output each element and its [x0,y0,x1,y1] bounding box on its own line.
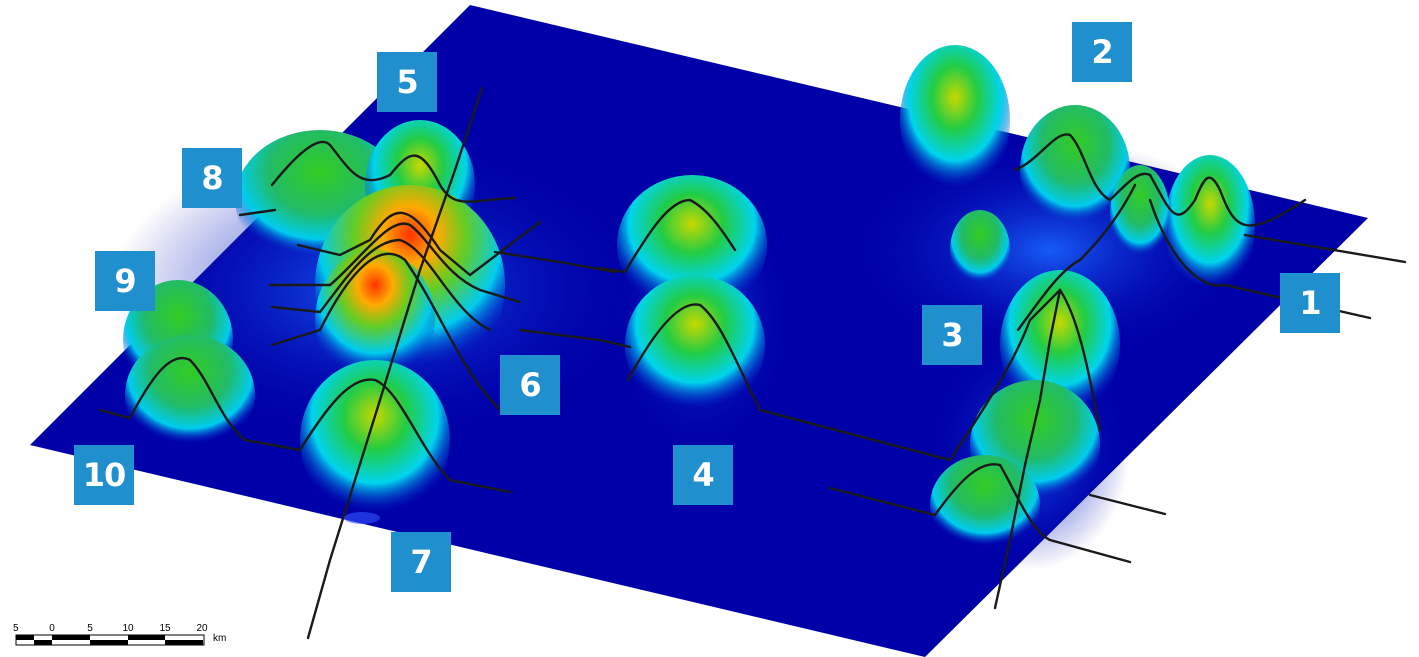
cluster-label-3: 3 [922,305,982,365]
peak-cluster-6 [315,185,505,390]
scale-unit-label: km [213,633,226,644]
cluster-label-8: 8 [182,148,242,208]
cluster-label-5: 5 [377,52,437,112]
scale-tick-label: 10 [122,623,134,634]
peak-cluster-3 [950,210,1010,290]
peak-cluster-2 [900,45,1130,235]
cluster-label-10: 10 [74,445,134,505]
peak-cluster-10 [125,335,255,455]
cluster-label-7: 7 [391,532,451,592]
cluster-label-6: 6 [500,355,560,415]
cluster-label-1: 1 [1280,273,1340,333]
scale-bar: 5 0 5 10 15 20 km [13,623,226,646]
scale-tick-label: 5 [13,623,19,634]
scale-tick-label: 20 [196,623,208,634]
peak-cluster-7 [300,360,450,520]
scale-tick-label: 0 [49,623,55,634]
cluster-label-4: 4 [673,445,733,505]
peak-cluster-1 [1110,155,1255,295]
scale-tick-label: 5 [87,623,93,634]
cluster-label-9: 9 [95,251,155,311]
scale-tick-label: 15 [159,623,171,634]
peak-cluster-4 [617,175,767,415]
cluster-label-2: 2 [1072,22,1132,82]
profile-lines [98,86,1407,640]
